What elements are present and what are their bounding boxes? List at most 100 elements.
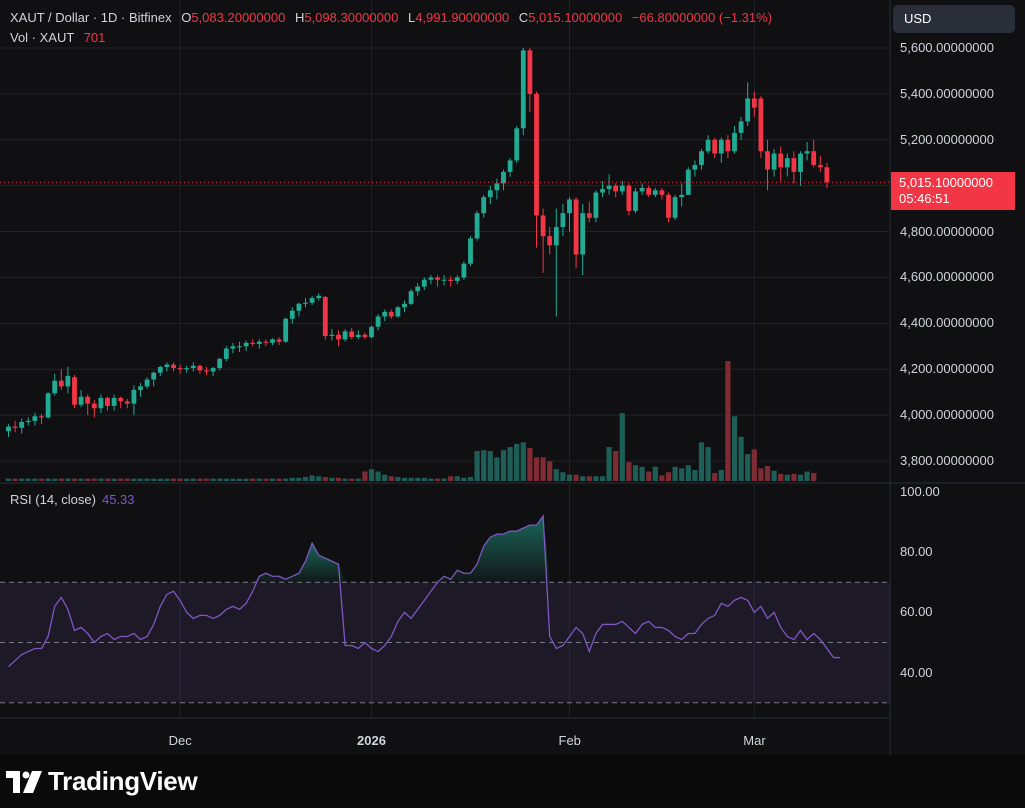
- candle-body[interactable]: [184, 368, 190, 370]
- candle-body[interactable]: [105, 397, 110, 406]
- candle-body[interactable]: [177, 368, 183, 370]
- candle-body[interactable]: [474, 213, 480, 239]
- candle-body[interactable]: [296, 303, 302, 311]
- candle-body[interactable]: [580, 213, 586, 255]
- candle-body[interactable]: [283, 318, 289, 342]
- volume-label[interactable]: Vol · XAUT: [10, 30, 75, 45]
- candle-body[interactable]: [798, 153, 803, 172]
- candle-body[interactable]: [289, 310, 295, 319]
- candle-body[interactable]: [553, 226, 559, 246]
- candle-body[interactable]: [487, 190, 493, 198]
- candle-body[interactable]: [732, 132, 737, 152]
- candle-body[interactable]: [765, 151, 770, 170]
- candle-body[interactable]: [12, 426, 18, 428]
- candle-body[interactable]: [771, 153, 777, 170]
- candle-body[interactable]: [237, 346, 242, 348]
- candle-body[interactable]: [560, 213, 566, 227]
- candle-body[interactable]: [276, 339, 282, 342]
- candle-body[interactable]: [72, 377, 77, 405]
- candle-body[interactable]: [738, 121, 744, 133]
- candle-body[interactable]: [270, 339, 275, 343]
- candle-body[interactable]: [520, 50, 526, 129]
- candle-body[interactable]: [573, 199, 579, 255]
- candle-body[interactable]: [329, 334, 335, 336]
- candle-body[interactable]: [85, 396, 91, 404]
- candle-body[interactable]: [375, 316, 381, 327]
- candle-body[interactable]: [448, 279, 454, 281]
- candle-body[interactable]: [164, 364, 170, 367]
- candle-body[interactable]: [369, 326, 374, 338]
- candle-body[interactable]: [534, 93, 539, 216]
- candle-body[interactable]: [408, 291, 414, 304]
- candle-body[interactable]: [421, 279, 427, 287]
- candle-body[interactable]: [804, 151, 810, 154]
- candle-body[interactable]: [593, 192, 599, 218]
- candle-body[interactable]: [791, 158, 797, 172]
- candle-body[interactable]: [540, 215, 546, 237]
- candle-body[interactable]: [204, 370, 209, 372]
- candle-body[interactable]: [230, 346, 236, 349]
- candle-body[interactable]: [124, 401, 130, 404]
- candle-body[interactable]: [784, 158, 790, 168]
- candle-body[interactable]: [243, 342, 249, 347]
- currency-button[interactable]: USD: [893, 5, 1015, 33]
- candle-body[interactable]: [824, 167, 830, 183]
- candle-body[interactable]: [659, 190, 665, 195]
- candle-body[interactable]: [441, 279, 447, 281]
- candle-body[interactable]: [65, 376, 71, 387]
- candle-body[interactable]: [468, 238, 473, 264]
- candle-body[interactable]: [58, 380, 64, 387]
- candle-body[interactable]: [600, 189, 605, 193]
- candle-body[interactable]: [699, 151, 704, 166]
- candle-body[interactable]: [197, 365, 203, 371]
- candle-body[interactable]: [303, 302, 308, 304]
- candle-body[interactable]: [362, 334, 368, 338]
- candle-body[interactable]: [454, 277, 460, 281]
- candle-body[interactable]: [666, 194, 671, 218]
- candle-body[interactable]: [144, 379, 150, 387]
- candle-body[interactable]: [527, 50, 533, 94]
- candle-body[interactable]: [606, 185, 612, 190]
- candle-body[interactable]: [151, 372, 157, 380]
- candle-body[interactable]: [672, 197, 678, 218]
- candle-body[interactable]: [19, 421, 25, 428]
- symbol-title[interactable]: XAUT / Dollar · 1D · Bitfinex: [10, 10, 172, 25]
- candle-body[interactable]: [250, 342, 256, 344]
- candle-body[interactable]: [751, 98, 757, 108]
- candle-body[interactable]: [171, 364, 176, 369]
- candle-body[interactable]: [190, 365, 196, 369]
- candle-body[interactable]: [692, 165, 698, 170]
- candle-body[interactable]: [32, 416, 38, 421]
- candle-body[interactable]: [481, 197, 487, 214]
- candle-body[interactable]: [223, 348, 229, 359]
- candle-body[interactable]: [210, 368, 216, 372]
- candle-body[interactable]: [25, 420, 31, 422]
- candle-body[interactable]: [98, 397, 104, 409]
- candle-body[interactable]: [217, 358, 223, 369]
- candle-body[interactable]: [435, 277, 440, 280]
- candle-body[interactable]: [646, 187, 652, 195]
- candle-body[interactable]: [745, 98, 751, 122]
- candle-body[interactable]: [626, 185, 632, 211]
- candle-body[interactable]: [586, 213, 592, 218]
- candle-body[interactable]: [514, 128, 520, 161]
- candle-body[interactable]: [428, 277, 434, 280]
- candle-body[interactable]: [349, 331, 355, 338]
- candle-body[interactable]: [388, 311, 394, 317]
- candle-body[interactable]: [494, 183, 500, 191]
- candle-body[interactable]: [39, 416, 44, 418]
- candle-body[interactable]: [342, 331, 348, 340]
- candle-body[interactable]: [45, 393, 51, 418]
- candle-body[interactable]: [111, 397, 117, 406]
- rsi-label[interactable]: RSI (14, close): [10, 492, 96, 507]
- tradingview-logo[interactable]: TradingView: [6, 766, 198, 797]
- candle-body[interactable]: [263, 341, 269, 343]
- candle-body[interactable]: [778, 153, 784, 168]
- candle-body[interactable]: [78, 396, 84, 405]
- candle-body[interactable]: [501, 171, 506, 184]
- candle-body[interactable]: [415, 286, 421, 292]
- candle-body[interactable]: [817, 165, 823, 168]
- candle-body[interactable]: [712, 139, 718, 154]
- candle-body[interactable]: [461, 263, 467, 278]
